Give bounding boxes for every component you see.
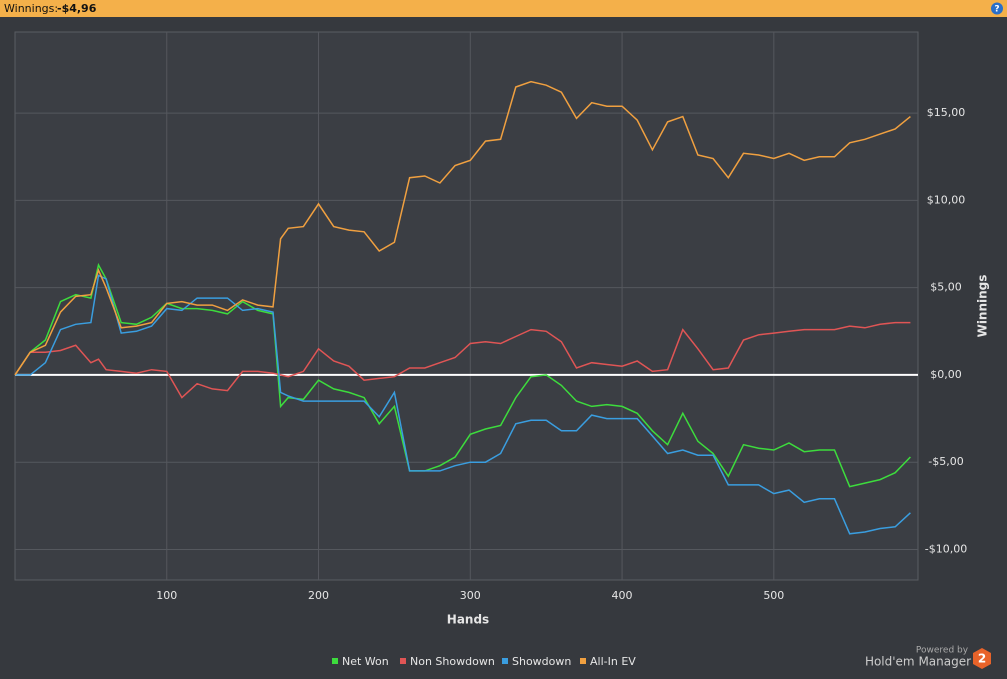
x-tick-label: 200 (308, 589, 329, 602)
powered-by: Powered by (916, 646, 969, 656)
x-tick-label: 400 (612, 589, 633, 602)
x-tick-label: 300 (460, 589, 481, 602)
y-tick-label: $10,00 (927, 193, 966, 206)
x-axis-label: Hands (447, 613, 489, 627)
series-line (14, 262, 911, 488)
legend-swatch (502, 658, 508, 664)
y-tick-label: -$10,00 (925, 542, 967, 555)
header-label: Winnings: (4, 2, 58, 15)
y-tick-label: $5,00 (930, 281, 962, 294)
legend-label: Net Won (342, 655, 389, 668)
y-tick-label: $15,00 (927, 106, 966, 119)
plot-area (14, 31, 919, 581)
brand: Hold'em Manager (865, 655, 971, 669)
legend-label: All-In EV (590, 655, 636, 668)
legend-swatch (400, 658, 406, 664)
series-line (14, 321, 911, 399)
legend-swatch (332, 658, 338, 664)
legend-swatch (580, 658, 586, 664)
logo (973, 648, 991, 669)
y-tick-label: $0,00 (930, 368, 962, 381)
header-bar (0, 0, 1007, 17)
x-tick-label: 500 (763, 589, 784, 602)
help-icon[interactable] (991, 2, 1003, 15)
y-axis-label: Winnings (976, 275, 990, 338)
x-tick-label: 100 (156, 589, 177, 602)
header-value: -$4,96 (57, 2, 97, 15)
logo-text: 2 (978, 652, 986, 666)
help-icon-glyph: ? (994, 5, 999, 15)
series-line (15, 274, 911, 535)
series-line (14, 80, 911, 376)
legend-label: Showdown (512, 655, 571, 668)
y-tick-label: -$5,00 (928, 455, 963, 468)
legend-label: Non Showdown (410, 655, 495, 668)
